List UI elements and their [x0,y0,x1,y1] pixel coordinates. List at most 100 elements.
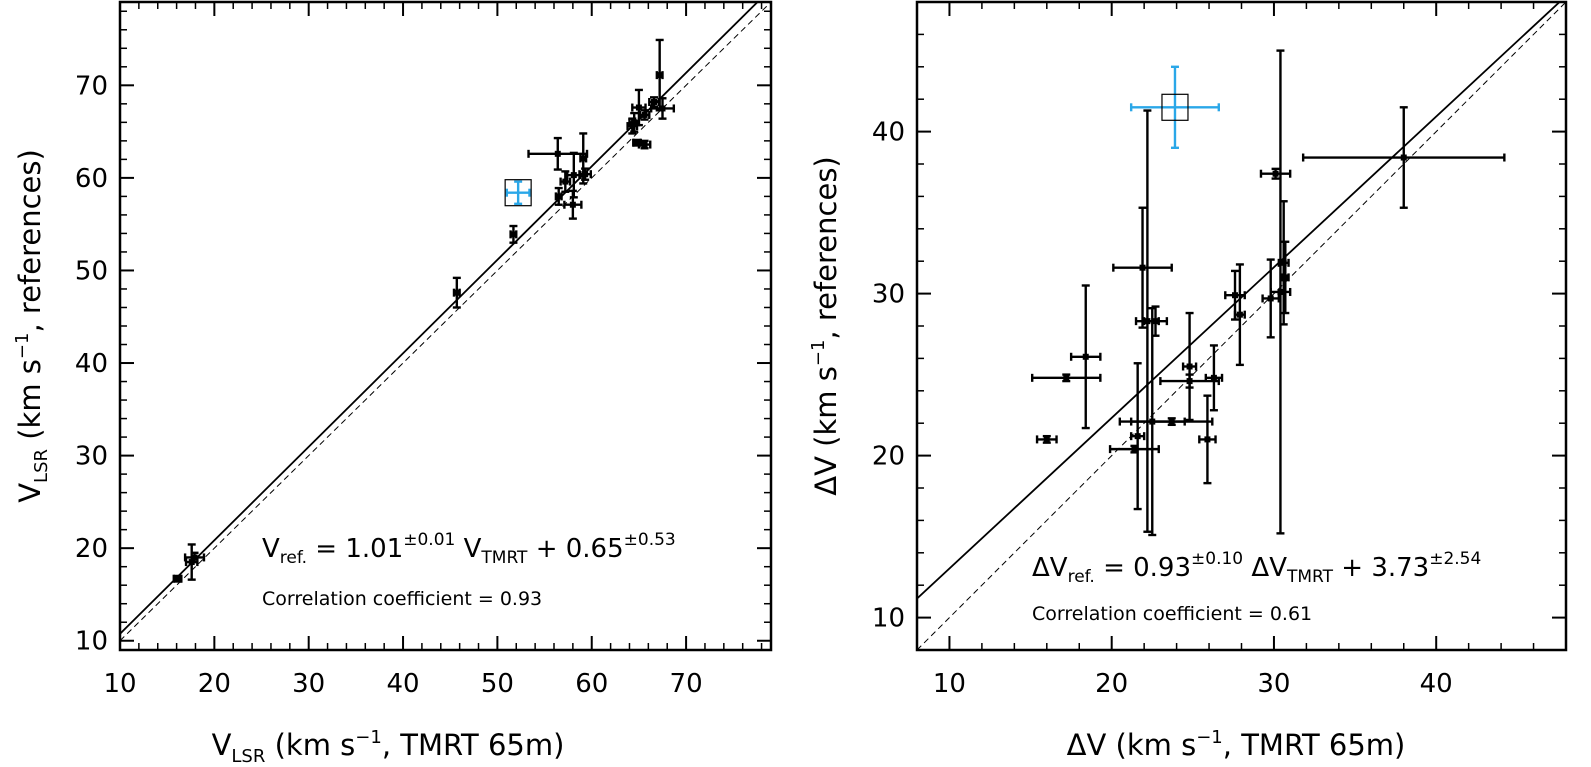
point-marker [634,139,641,146]
x-axis-title-right: ΔV (km s−1, TMRT 65m) [1067,727,1406,762]
point-marker [570,172,577,179]
correlation-label-right: Correlation coefficient = 0.61 [1032,603,1312,625]
y-tick-label: 20 [75,534,108,564]
data-point [637,139,652,150]
data-point [1129,417,1214,427]
data-point [509,224,518,244]
data-point [172,574,183,583]
x-tick-label: 30 [1257,669,1290,699]
y-tick-label: 10 [872,604,905,634]
point-marker [191,554,198,561]
point-marker [582,171,589,178]
point-marker [174,575,181,582]
chart-right: 10 20 30 40 10 20 30 40 ΔVref. = 0.93±0.10 ΔVTM… [808,0,1568,762]
data-points-right [1030,49,1506,537]
ticks-left: 10 20 30 40 50 60 70 10 20 30 40 50 60 70 [75,2,771,699]
ticks-right: 10 20 30 40 10 20 30 40 [872,1,1567,699]
data-point [1069,284,1102,430]
point-marker [562,178,569,185]
data-point [1233,263,1246,367]
point-marker [1134,433,1141,440]
highlighted-point [1129,65,1220,150]
x-tick-label: 10 [103,669,136,699]
data-point [649,97,676,120]
point-marker [1204,436,1211,443]
point-marker [554,150,561,157]
x-tick-label: 30 [292,669,325,699]
fit-line-left [120,2,759,635]
data-point [578,167,592,181]
highlighted-point [504,179,532,207]
data-point [559,170,572,193]
point-marker [631,119,638,126]
correlation-label-left: Correlation coefficient = 0.93 [262,588,542,610]
data-point [1204,344,1224,412]
data-points-left [172,38,676,583]
point-marker [1082,353,1089,360]
x-tick-label: 40 [386,669,419,699]
y-axis-title-left: VLSR (km s−1, references) [12,149,52,503]
point-marker [453,289,460,296]
point-marker [1139,264,1146,271]
data-point [183,551,206,564]
data-point [1035,434,1058,444]
x-tick-label: 70 [670,669,703,699]
point-marker [1186,363,1193,370]
equation-right: ΔVref. = 0.93±0.10 ΔVTMRT + 3.73±2.54 [1032,549,1481,587]
point-marker [656,72,663,79]
point-marker [635,104,642,111]
y-tick-label: 10 [75,627,108,657]
y-tick-label: 30 [75,442,108,472]
data-point [1280,240,1290,315]
data-point [1277,200,1290,326]
y-axis-title-right: ΔV (km s−1, references) [808,156,843,495]
point-marker [641,141,648,148]
x-tick-label: 50 [481,669,514,699]
data-point [1142,305,1169,337]
data-point [1112,206,1173,329]
point-marker [569,201,576,208]
point-marker [580,155,587,162]
y-tick-label: 60 [75,164,108,194]
highlight-box [504,179,532,207]
point-marker [1277,288,1284,295]
point-marker [1232,292,1239,299]
x-tick-label: 10 [933,669,966,699]
data-point [1198,394,1217,485]
x-axis-title-left: VLSR (km s−1, TMRT 65m) [212,727,565,767]
x-tick-label: 20 [198,669,231,699]
point-marker [1400,154,1407,161]
point-marker [1280,259,1287,266]
point-marker [1236,311,1243,318]
point-marker [510,231,517,238]
point-marker [651,98,658,105]
point-marker [1267,295,1274,302]
data-point [1261,258,1281,339]
data-point [1181,311,1198,422]
y-tick-label: 30 [872,280,905,310]
x-tick-label: 20 [1095,669,1128,699]
y-tick-label: 40 [872,118,905,148]
point-marker [641,111,648,118]
fit-line-right [917,2,1561,600]
equation-left: Vref. = 1.01±0.01 VTMRT + 0.65±0.53 [262,530,676,568]
plot-frame-left [118,0,773,652]
data-point [638,109,651,121]
point-marker [659,105,666,112]
data-point [1269,49,1292,535]
data-point [1301,106,1506,209]
identity-line-right [917,2,1566,650]
x-tick-label: 60 [575,669,608,699]
point-marker [1131,446,1138,453]
point-marker [1210,374,1217,381]
y-tick-label: 40 [75,349,108,379]
point-marker [555,193,562,200]
data-point [1129,362,1146,511]
y-tick-label: 50 [75,256,108,286]
point-marker [1282,274,1289,281]
point-marker [1152,318,1159,325]
data-point [554,186,563,206]
y-tick-label: 70 [75,71,108,101]
point-marker [1063,374,1070,381]
